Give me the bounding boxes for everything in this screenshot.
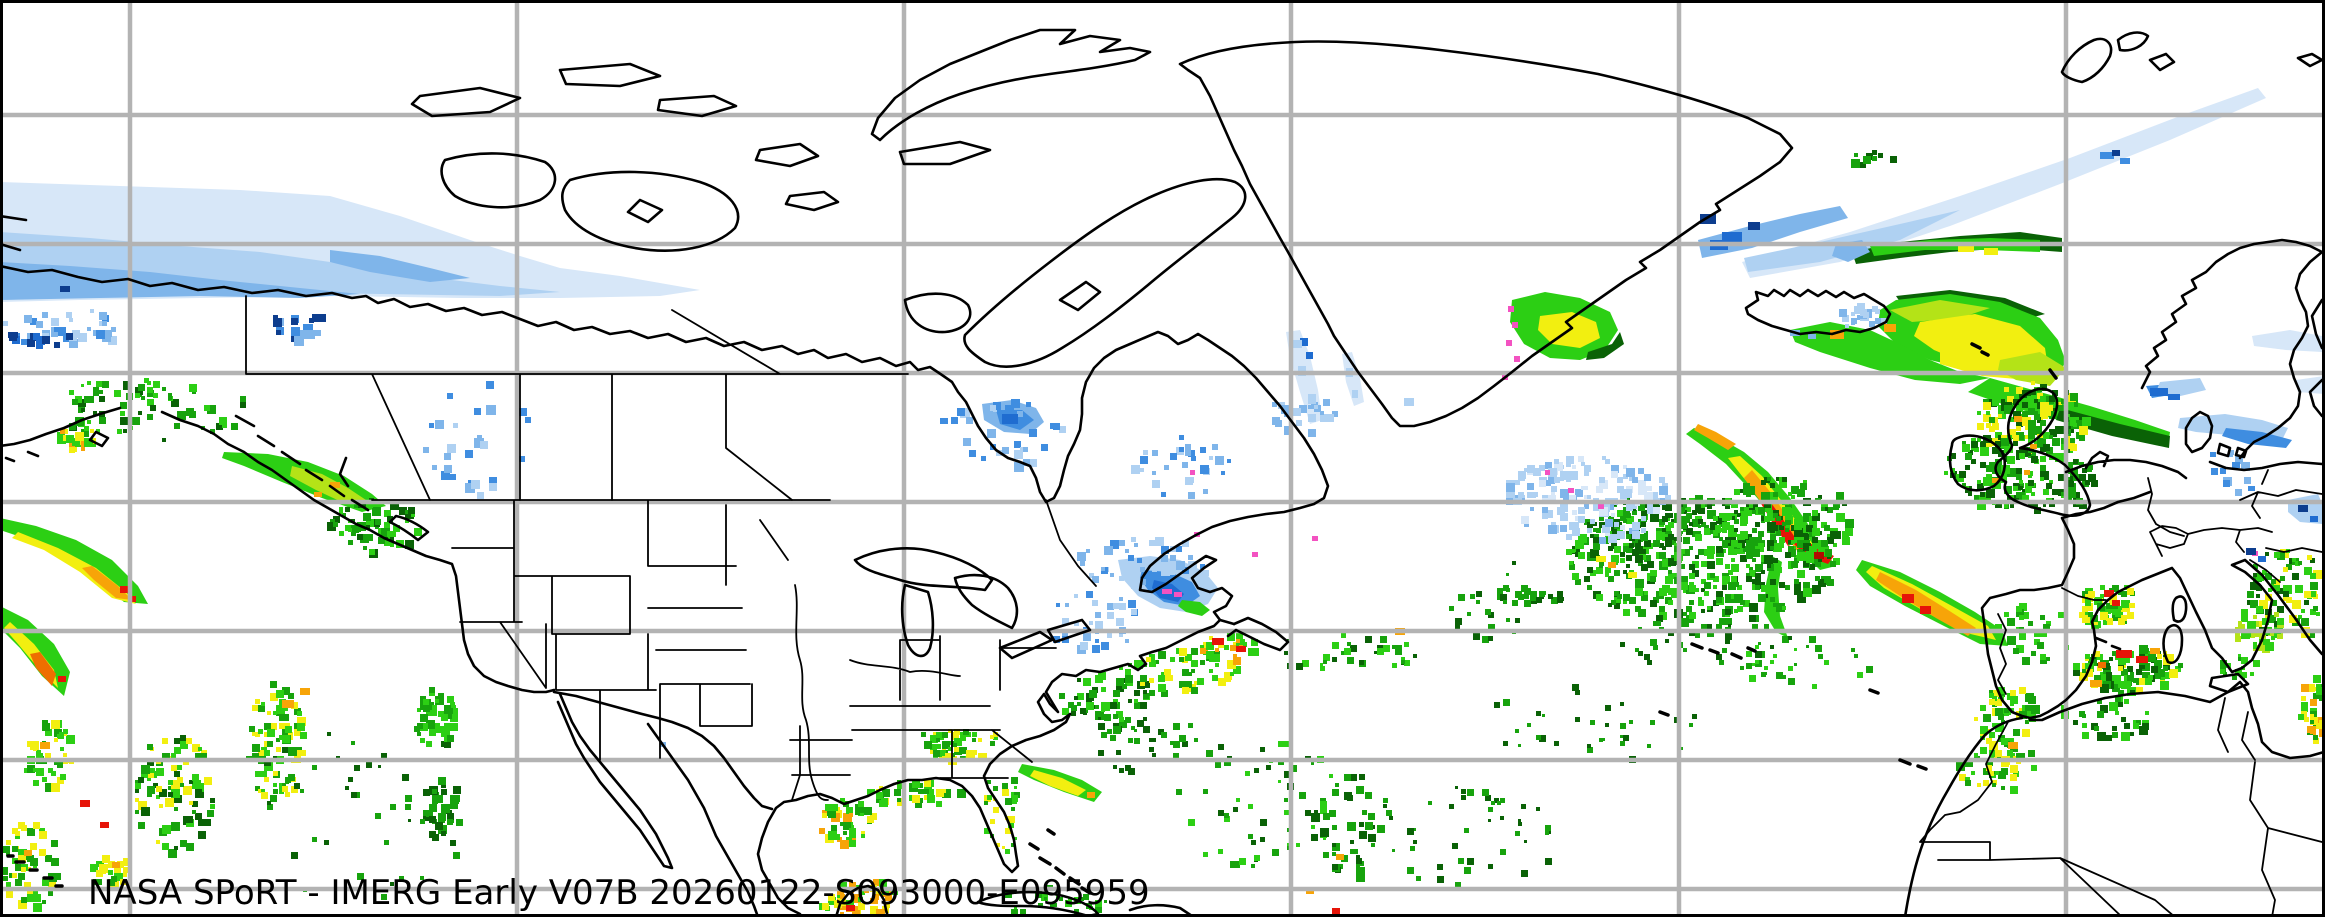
coastline-denmark <box>2184 410 2248 459</box>
mediterranean-islands <box>2094 595 2250 694</box>
coastline-greenland <box>1178 40 1794 428</box>
coastline-north-sea <box>2064 450 2324 480</box>
bahamas <box>1028 828 1092 895</box>
coastline-baja <box>556 692 674 870</box>
coastline-france-iberia-italy <box>1980 490 2324 720</box>
coastline-scandinavia <box>2140 238 2324 460</box>
coastline-ireland <box>1948 434 2007 492</box>
borders-canada-provinces <box>245 295 1097 587</box>
coastline-alaska-peninsula <box>0 406 122 448</box>
coastline-yucatan <box>834 884 890 917</box>
parry-islands <box>410 62 840 212</box>
coastline-iceland <box>1744 288 1892 336</box>
canary-madeira-islands <box>1868 688 1928 771</box>
victoria-island <box>560 170 740 252</box>
border-us-mexico <box>552 690 774 811</box>
precipitation-layer <box>0 88 2325 917</box>
svalbard <box>2060 31 2324 84</box>
coastline-north-america <box>0 264 1330 626</box>
hawaiian-islands <box>6 854 64 888</box>
great-lakes <box>853 547 1092 660</box>
coastline-north-africa <box>1903 680 2325 917</box>
coastline-uk <box>1994 387 2092 517</box>
borders-europe <box>1997 469 2323 695</box>
coastline-nova-scotia <box>1226 616 1290 652</box>
azores-islands <box>1658 642 1757 717</box>
coastline-pacific <box>160 410 556 694</box>
baltic-gulfs <box>2308 298 2324 418</box>
ellesmere-devon <box>870 28 1152 166</box>
bc-archipelago <box>234 414 430 542</box>
faroe-shetland-islands <box>1970 342 2058 380</box>
map-title: NASA SPoRT - IMERG Early V07B 20260122-S… <box>88 873 1150 913</box>
coastline-gulf-california <box>646 722 760 917</box>
southampton-island <box>903 292 972 334</box>
aleutian-islands <box>0 214 110 463</box>
coastline-hispaniola <box>1128 903 1194 917</box>
banks-island <box>440 152 557 209</box>
baffin-island <box>963 177 1247 368</box>
borders-us-states <box>371 499 1057 801</box>
borders-sahara <box>1919 697 2323 917</box>
